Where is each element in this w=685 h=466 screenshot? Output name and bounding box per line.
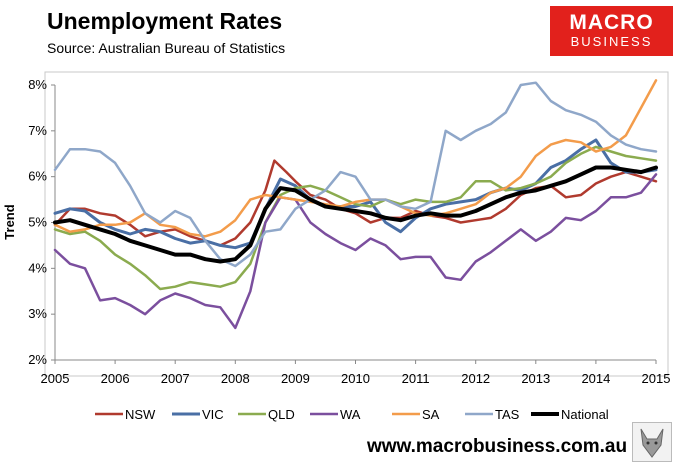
- x-tick-label: 2015: [642, 371, 671, 386]
- x-tick-label: 2011: [402, 371, 430, 386]
- legend-label-tas: TAS: [495, 407, 520, 422]
- series-line-qld: [53, 145, 658, 291]
- y-tick-label: 3%: [28, 306, 47, 321]
- y-tick-label: 4%: [28, 260, 47, 275]
- legend-label-nsw: NSW: [125, 407, 156, 422]
- x-tick-label: 2008: [221, 371, 250, 386]
- chart-source: Source: Australian Bureau of Statistics: [47, 40, 286, 56]
- series-line-national: [53, 165, 658, 264]
- x-tick-label: 2013: [521, 371, 550, 386]
- x-tick-label: 2014: [581, 371, 610, 386]
- macrobusiness-logo[interactable]: MACRO BUSINESS: [550, 6, 673, 56]
- x-tick-label: 2012: [461, 371, 490, 386]
- x-tick-label: 2007: [161, 371, 190, 386]
- x-tick-label: 2006: [101, 371, 130, 386]
- chart-title: Unemployment Rates: [47, 8, 283, 34]
- legend-label-vic: VIC: [202, 407, 224, 422]
- y-tick-label: 7%: [28, 123, 47, 138]
- x-tick-label: 2005: [41, 371, 70, 386]
- series-line-sa: [53, 79, 658, 238]
- x-tick-label: 2009: [281, 371, 310, 386]
- y-tick-label: 5%: [28, 215, 47, 230]
- y-tick-label: 8%: [28, 77, 47, 92]
- legend-label-sa: SA: [422, 407, 440, 422]
- y-ticks: 2% 3% 4% 5% 6% 7% 8%: [28, 77, 55, 367]
- legend-label-wa: WA: [340, 407, 361, 422]
- legend-label-qld: QLD: [268, 407, 295, 422]
- plot-area-border: [44, 71, 669, 377]
- series-line-vic: [53, 138, 658, 250]
- legend-label-national: National: [561, 407, 609, 422]
- website-url[interactable]: www.macrobusiness.com.au: [367, 436, 628, 457]
- series-group: [53, 79, 658, 330]
- logo-line2: BUSINESS: [570, 34, 653, 49]
- legend: NSW VIC QLD WA SA TAS National: [95, 407, 609, 422]
- axes: [54, 85, 656, 361]
- y-tick-label: 6%: [28, 169, 47, 184]
- y-axis-label: Trend: [2, 204, 17, 239]
- x-ticks: 2005 2006 2007 2008 2009 2010 2011 2012 2013 2014…: [41, 360, 671, 386]
- wolf-logo-icon: [632, 422, 672, 462]
- x-tick-label: 2010: [341, 371, 370, 386]
- series-line-wa: [53, 173, 658, 330]
- y-tick-label: 2%: [28, 352, 47, 367]
- logo-line1: MACRO: [569, 11, 654, 34]
- series-line-tas: [53, 81, 658, 268]
